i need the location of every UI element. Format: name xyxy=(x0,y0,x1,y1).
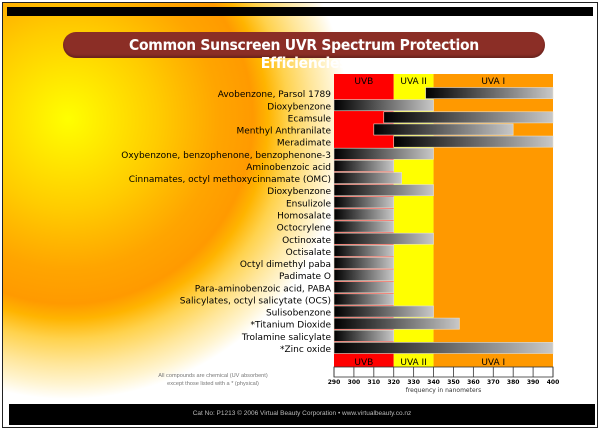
protection-bar xyxy=(333,160,395,172)
category-label: Octocrylene xyxy=(277,224,332,234)
protection-bar xyxy=(425,87,554,99)
protection-bar xyxy=(333,244,395,257)
x-tick-label: 360 xyxy=(467,379,480,386)
protection-bar xyxy=(393,135,554,148)
category-label: Meradimate xyxy=(277,139,332,149)
protection-bar xyxy=(333,317,460,330)
x-tick-label: 300 xyxy=(348,379,361,386)
axis-tick-box xyxy=(333,366,554,378)
category-label: Octisalate xyxy=(286,248,332,258)
top-bar xyxy=(7,7,593,16)
category-label: Trolamine salicylate xyxy=(241,333,332,343)
x-tick-label: 310 xyxy=(368,379,381,386)
x-tick-label: 320 xyxy=(387,379,400,386)
category-label: Padimate O xyxy=(279,272,331,282)
category-label: Octyl dimethyl paba xyxy=(240,260,331,270)
chart-title: Common Sunscreen UVR Spectrum Protection… xyxy=(129,36,479,72)
x-tick-label: 330 xyxy=(407,379,420,386)
protection-bar xyxy=(333,342,554,354)
category-label: Cinnamates, octyl methoxycinnamate (OMC) xyxy=(129,175,331,185)
category-label: Octinoxate xyxy=(282,236,331,246)
category-label: Oxybenzone, benzophenone, benzophenone-3 xyxy=(121,151,331,161)
protection-bar xyxy=(333,329,395,342)
protection-bar xyxy=(333,305,434,318)
footer-bar: Cat No: P1213 © 2006 Virtual Beauty Corp… xyxy=(9,404,595,425)
category-label: Dioxybenzone xyxy=(267,102,331,112)
x-tick-label: 370 xyxy=(487,379,500,386)
protection-bar xyxy=(333,208,395,221)
x-tick-label: 290 xyxy=(328,379,341,386)
protection-bar xyxy=(333,281,395,294)
protection-bar xyxy=(333,293,395,306)
protection-bar xyxy=(333,184,434,197)
x-axis-title: frequency in nanometers xyxy=(406,387,482,394)
protection-bar xyxy=(333,172,402,184)
band-label-top-uva-ii: UVA II xyxy=(400,77,427,87)
protection-bar xyxy=(333,257,395,269)
category-label: *Zinc oxide xyxy=(280,345,331,355)
category-label: Dioxybenzone xyxy=(267,187,331,197)
footnote-line-1: All compounds are chemical (UV absorbent… xyxy=(158,373,268,379)
category-label: Menthyl Anthranilate xyxy=(236,127,331,137)
x-tick-label: 350 xyxy=(447,379,460,386)
category-label: Homosalate xyxy=(277,212,331,222)
footer-text: Cat No: P1213 © 2006 Virtual Beauty Corp… xyxy=(192,410,412,417)
footnote: All compounds are chemical (UV absorbent… xyxy=(143,372,283,388)
title-banner: Common Sunscreen UVR Spectrum Protection… xyxy=(63,32,545,72)
x-tick-label: 390 xyxy=(527,379,540,386)
category-label: Salicylates, octyl salicytate (OCS) xyxy=(180,296,331,306)
protection-bar xyxy=(333,99,434,112)
category-label: Avobenzone, Parsol 1789 xyxy=(218,90,332,100)
band-label-bottom-uva-i: UVA I xyxy=(481,358,505,368)
protection-bar xyxy=(333,147,434,160)
footnote-line-2: except those listed with a * (physical) xyxy=(167,381,259,387)
x-tick-label: 400 xyxy=(547,379,560,386)
band-label-top-uvb: UVB xyxy=(354,77,373,87)
category-label: Aminobenzoic acid xyxy=(246,163,331,173)
x-tick-label: 340 xyxy=(427,379,440,386)
protection-bar xyxy=(333,220,395,233)
protection-bar xyxy=(333,232,434,245)
category-label: Para-aminobenzoic acid, PABA xyxy=(195,284,332,294)
protection-bar xyxy=(373,123,514,136)
category-label: Ensulizole xyxy=(286,199,332,209)
protection-bar xyxy=(333,269,395,281)
category-label: Ecamsule xyxy=(288,114,332,124)
band-label-bottom-uvb: UVB xyxy=(354,358,373,368)
protection-bar xyxy=(383,111,554,124)
protection-bar xyxy=(333,196,395,209)
band-label-bottom-uva-ii: UVA II xyxy=(400,358,427,368)
category-label: *Titanium Dioxide xyxy=(250,321,331,331)
category-label: Sulisobenzone xyxy=(266,309,332,319)
x-tick-label: 380 xyxy=(507,379,520,386)
band-label-top-uva-i: UVA I xyxy=(481,77,505,87)
